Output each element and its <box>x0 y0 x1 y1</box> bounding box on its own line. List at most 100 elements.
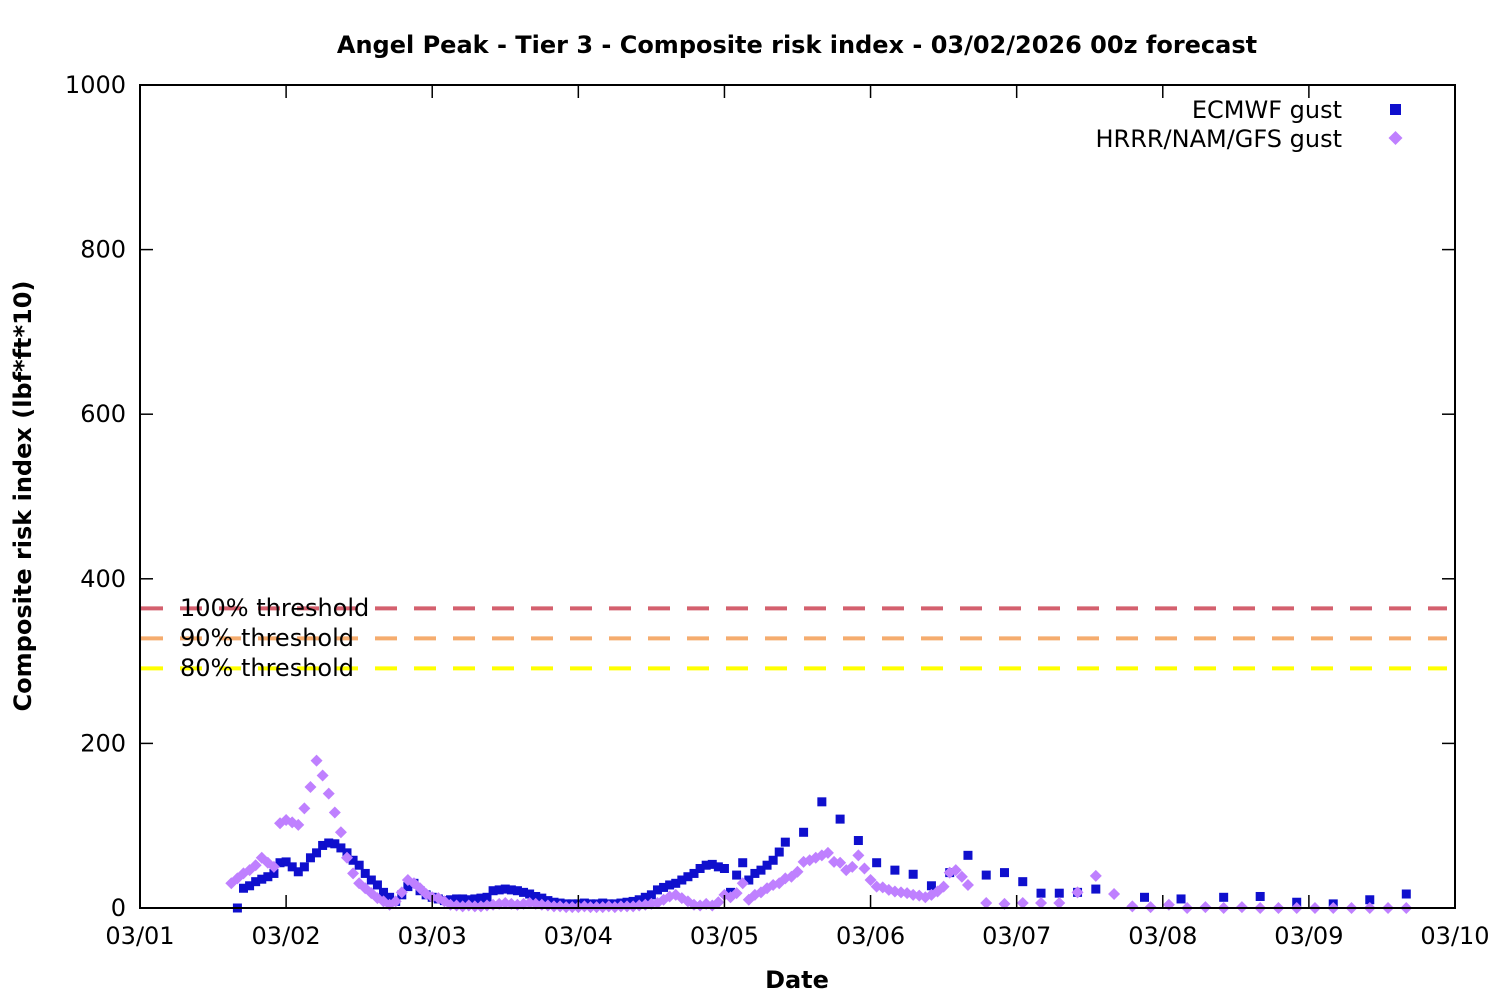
data-point-ecmwf <box>403 882 413 892</box>
data-point-ecmwf <box>683 872 693 882</box>
data-point-ecmwf <box>238 883 248 893</box>
data-point-ecmwf <box>476 893 486 903</box>
data-point-ecmwf <box>488 886 498 896</box>
data-point-hrrr <box>614 900 627 913</box>
data-point-ecmwf <box>908 869 918 879</box>
data-point-ecmwf <box>263 872 273 882</box>
chart-title: Angel Peak - Tier 3 - Composite risk ind… <box>337 31 1257 59</box>
data-point-ecmwf <box>750 868 760 878</box>
data-point-ecmwf <box>348 855 358 865</box>
data-point-ecmwf <box>525 889 535 899</box>
data-point-ecmwf <box>835 814 845 824</box>
y-tick-label: 0 <box>111 894 126 922</box>
data-point-hrrr <box>937 880 950 893</box>
data-point-ecmwf <box>500 884 510 894</box>
data-point-ecmwf <box>799 827 809 837</box>
legend-diamond-marker-icon <box>1388 131 1403 145</box>
data-point-hrrr <box>1126 900 1139 913</box>
data-point-ecmwf <box>1365 895 1375 905</box>
data-point-ecmwf <box>689 868 699 878</box>
data-point-hrrr <box>292 818 305 831</box>
data-point-ecmwf <box>1054 888 1064 898</box>
legend: ECMWF gust HRRR/NAM/GFS gust <box>1095 96 1403 153</box>
data-point-ecmwf <box>1036 888 1046 898</box>
data-point-ecmwf <box>853 836 863 846</box>
data-point-hrrr <box>998 897 1011 910</box>
data-point-hrrr <box>864 874 877 887</box>
data-point-hrrr <box>852 849 865 862</box>
y-axis-label: Composite risk index (lbf*ft*10) <box>9 281 37 712</box>
data-point-ecmwf <box>372 880 382 890</box>
chart-generated-layer: 03/01 03/02 03/03 03/04 03/05 03/06 03/07 03/08… <box>65 71 1490 950</box>
data-point-ecmwf <box>537 893 547 903</box>
data-point-hrrr <box>468 900 481 913</box>
data-point-ecmwf <box>336 843 346 853</box>
data-point-ecmwf <box>245 881 255 891</box>
data-point-ecmwf <box>482 892 492 902</box>
data-point-hrrr <box>340 851 353 864</box>
data-point-ecmwf <box>738 858 748 868</box>
data-point-hrrr <box>821 846 834 859</box>
data-point-ecmwf <box>695 863 705 873</box>
data-point-ecmwf <box>519 887 529 897</box>
x-tick-label: 03/09 <box>1274 922 1343 950</box>
data-point-ecmwf <box>872 858 882 868</box>
data-point-hrrr <box>955 870 968 883</box>
data-point-hrrr <box>347 867 360 880</box>
data-point-ecmwf <box>744 875 754 885</box>
x-tick-label: 03/06 <box>836 922 905 950</box>
data-point-ecmwf <box>677 875 687 885</box>
y-tick-label: 400 <box>80 565 126 593</box>
y-tick-label: 1000 <box>65 71 126 99</box>
data-point-ecmwf <box>470 894 480 904</box>
y-tick-label: 200 <box>80 729 126 757</box>
data-point-ecmwf <box>817 797 827 807</box>
data-point-ecmwf <box>659 882 669 892</box>
data-point-hrrr <box>328 806 341 819</box>
data-point-hrrr <box>334 826 347 839</box>
data-point-ecmwf <box>506 885 516 895</box>
data-point-hrrr <box>791 865 804 878</box>
data-point-ecmwf <box>293 867 303 877</box>
data-point-ecmwf <box>458 894 468 904</box>
data-point-ecmwf <box>890 865 900 875</box>
data-point-ecmwf <box>665 880 675 890</box>
data-point-hrrr <box>858 862 871 875</box>
x-tick-label: 03/01 <box>105 922 174 950</box>
data-point-ecmwf <box>366 875 376 885</box>
x-tick-label: 03/02 <box>252 922 321 950</box>
data-point-ecmwf <box>1401 889 1411 899</box>
data-point-hrrr <box>249 859 262 872</box>
data-point-ecmwf <box>494 885 504 895</box>
data-point-ecmwf <box>257 874 267 884</box>
data-point-ecmwf <box>774 847 784 857</box>
data-point-hrrr <box>1053 897 1066 910</box>
plot-border <box>139 84 1456 909</box>
data-point-hrrr <box>1089 869 1102 882</box>
data-point-ecmwf <box>360 868 370 878</box>
data-point-ecmwf <box>281 857 291 867</box>
data-point-ecmwf <box>719 863 729 873</box>
data-point-ecmwf <box>318 840 328 850</box>
data-point-ecmwf <box>1018 877 1028 887</box>
threshold-labels: 100% threshold 90% threshold 80% thresho… <box>180 594 369 682</box>
data-point-hrrr <box>322 787 335 800</box>
data-point-ecmwf <box>354 860 364 870</box>
data-point-ecmwf <box>287 862 297 872</box>
data-point-ecmwf <box>981 870 991 880</box>
threshold-label-90: 90% threshold <box>180 624 354 652</box>
data-point-hrrr <box>310 754 323 767</box>
data-point-hrrr <box>298 802 311 815</box>
data-point-ecmwf <box>324 838 334 848</box>
data-point-ecmwf <box>999 868 1009 878</box>
data-point-ecmwf <box>926 881 936 891</box>
data-point-ecmwf <box>707 859 717 869</box>
x-tick-label: 03/05 <box>690 922 759 950</box>
data-point-ecmwf <box>762 860 772 870</box>
data-point-ecmwf <box>512 886 522 896</box>
data-point-ecmwf <box>452 894 462 904</box>
data-point-ecmwf <box>640 892 650 902</box>
data-point-ecmwf <box>305 853 315 863</box>
data-point-hrrr <box>304 781 317 794</box>
data-point-hrrr <box>961 878 974 891</box>
